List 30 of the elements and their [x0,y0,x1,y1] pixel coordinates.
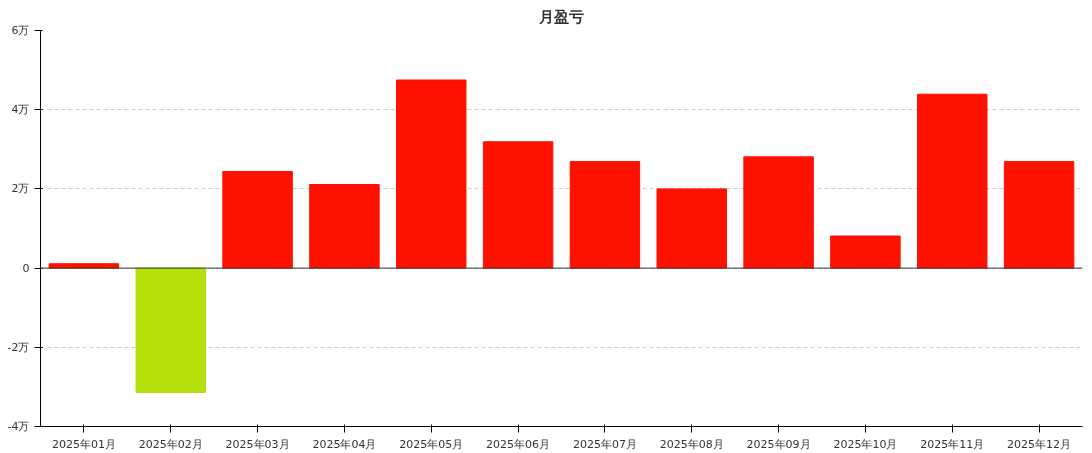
y-tick-label: 2万 [11,182,30,196]
bar [917,93,988,269]
x-tick-label: 2025年03月 [225,437,290,451]
bar [222,170,293,269]
x-tick-label: 2025年12月 [1007,437,1072,451]
x-tick-label: 2025年05月 [399,437,464,451]
x-tick-label: 2025年02月 [138,437,203,451]
bar [656,188,727,269]
bar [1003,161,1075,269]
x-tick-label: 2025年08月 [659,437,724,451]
bar [482,141,554,269]
bar [830,235,901,269]
y-tick-label: -2万 [7,340,30,354]
y-tick-label: -4万 [7,420,30,433]
x-tick-label: 2025年04月 [312,437,377,451]
bar [309,184,380,269]
x-tick-label: 2025年10月 [833,437,898,451]
x-tick-label: 2025年06月 [486,437,551,451]
bar [569,161,641,269]
x-tick-label: 2025年01月 [51,437,116,451]
y-tick-label: 4万 [11,103,30,117]
x-tick-label: 2025年09月 [746,437,811,451]
bar [396,79,467,269]
chart-title: 月盈亏 [538,7,584,26]
bar [135,267,206,393]
y-tick-label: 6万 [11,24,30,37]
x-tick-label: 2025年11月 [920,437,985,451]
y-tick-label: 0 [22,261,30,275]
x-tick-label: 2025年07月 [572,437,637,451]
bar [743,156,814,269]
